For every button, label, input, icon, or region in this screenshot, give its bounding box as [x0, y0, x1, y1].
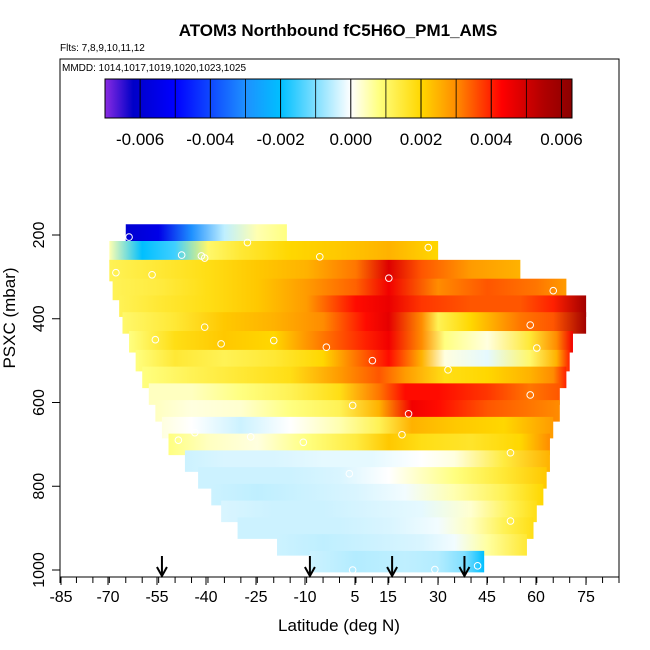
x-tick-label: 75: [577, 589, 595, 606]
mmdd-label: MMDD: 1014,1017,1019,1020,1023,1025: [62, 63, 246, 74]
y-tick-label: 1000: [31, 552, 48, 588]
y-tick-label: 800: [31, 473, 48, 500]
sample-point: [424, 243, 433, 252]
x-tick-label: 45: [478, 589, 496, 606]
sample-point: [368, 356, 377, 365]
sample-point: [526, 321, 535, 329]
heatmap-row: [135, 349, 570, 372]
heatmap-row: [161, 416, 554, 439]
x-axis-title: Latitude (deg N): [278, 616, 400, 635]
sample-point: [542, 540, 551, 548]
sample-point: [348, 401, 357, 410]
sample-point: [431, 565, 439, 574]
sample-point: [404, 410, 413, 418]
sample-point: [177, 251, 186, 259]
heatmap-row: [211, 483, 544, 506]
heatmap-row: [125, 224, 287, 246]
colorbar: -0.006 -0.004 -0.002 0.000 0.002 0.004 0.006: [104, 78, 583, 149]
heatmap-row: [109, 241, 439, 263]
flight-marker-arrow: [156, 556, 168, 579]
heatmap-row: [148, 383, 560, 405]
flight-marker-arrow: [304, 556, 316, 579]
heatmap-row: [168, 433, 550, 456]
heatmap-row: [109, 259, 521, 282]
sample-point: [269, 336, 278, 345]
heatmap-row: [155, 400, 560, 422]
flights-label: Flts: 7,8,9,10,11,12: [60, 43, 145, 54]
flight-markers: [156, 556, 471, 579]
colorbar-tick-label: 0.004: [470, 130, 513, 149]
x-tick-label: -55: [145, 589, 168, 606]
y-tick-label: 200: [31, 222, 48, 249]
sample-point: [506, 448, 515, 457]
colorbar-tick-label: 0.002: [400, 130, 443, 149]
sample-point: [315, 252, 324, 261]
sample-point: [322, 343, 331, 352]
sample-point: [296, 231, 304, 239]
flight-marker-arrow: [458, 556, 471, 579]
flight-marker-arrow: [386, 556, 398, 579]
x-tick-label: -85: [49, 589, 72, 606]
x-axis: -85 -70 -55 -40 -25 -10 5 15 30 45 60 75: [49, 577, 620, 606]
sample-point: [191, 428, 199, 437]
colorbar-gradient: [104, 78, 573, 119]
x-tick-label: 15: [379, 589, 397, 606]
y-tick-label: 600: [31, 389, 48, 416]
sample-point: [506, 517, 515, 525]
colorbar-tick-label: -0.002: [256, 130, 304, 149]
heatmap-row: [129, 331, 573, 353]
sample-point: [200, 323, 209, 331]
x-tick-label: 60: [527, 589, 545, 606]
heatmap-row: [277, 534, 527, 556]
sample-point: [151, 335, 160, 344]
sample-point: [532, 344, 541, 352]
sample-points: [112, 231, 558, 574]
sample-point: [217, 340, 225, 348]
sample-point: [473, 562, 482, 570]
heatmap-row: [119, 295, 587, 317]
x-tick-label: 5: [351, 589, 360, 606]
sample-point: [200, 254, 209, 262]
sample-point: [174, 436, 183, 444]
heatmap-row: [221, 500, 537, 523]
sample-point: [398, 430, 406, 439]
heatmap-row: [237, 517, 534, 539]
sample-point: [345, 469, 354, 478]
sample-point: [526, 391, 535, 399]
y-axis-title: PSXC (mbar): [0, 267, 19, 368]
colorbar-tick-label: 0.006: [540, 130, 583, 149]
heatmap-cells: [109, 224, 587, 573]
sample-point: [243, 238, 252, 247]
sample-point: [148, 270, 156, 279]
sample-point: [125, 233, 133, 241]
y-axis: 200 400 600 800 1000: [31, 222, 60, 588]
colorbar-tick-label: -0.006: [116, 130, 164, 149]
sample-point: [348, 566, 357, 574]
sample-point: [112, 268, 120, 277]
heatmap-row: [198, 467, 547, 489]
heatmap-row: [112, 278, 567, 301]
chart-title: ATOM3 Northbound fC5H6O_PM1_AMS: [179, 21, 498, 40]
x-tick-label: -25: [244, 589, 267, 606]
colorbar-tick-label: 0.000: [330, 130, 373, 149]
heatmap-row: [122, 312, 587, 334]
sample-point: [549, 286, 558, 295]
colorbar-tick-label: -0.004: [186, 130, 234, 149]
x-tick-label: -40: [194, 589, 217, 606]
x-tick-label: -10: [293, 589, 316, 606]
y-tick-label: 400: [31, 305, 48, 332]
sample-point: [246, 433, 255, 441]
x-tick-label: -70: [96, 589, 119, 606]
sample-point: [299, 438, 308, 447]
sample-point: [385, 274, 393, 282]
x-tick-label: 30: [429, 589, 447, 606]
heatmap-row: [184, 450, 550, 472]
sample-point: [444, 366, 452, 374]
heatmap-row: [142, 366, 567, 389]
